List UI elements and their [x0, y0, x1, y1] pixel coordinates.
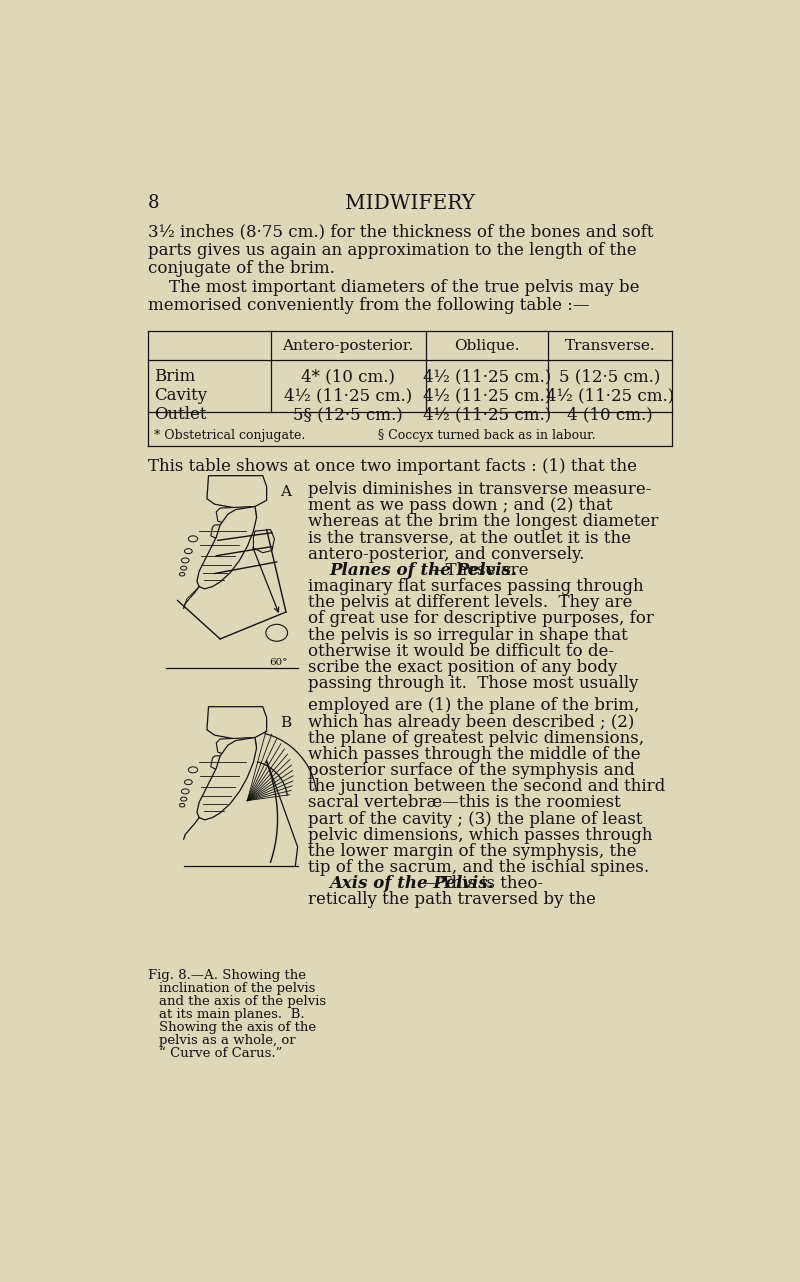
Ellipse shape [185, 779, 192, 785]
Polygon shape [211, 523, 246, 541]
Text: conjugate of the brim.: conjugate of the brim. [148, 260, 335, 277]
Text: posterior surface of the symphysis and: posterior surface of the symphysis and [308, 762, 634, 779]
Ellipse shape [179, 804, 185, 806]
Polygon shape [207, 476, 266, 508]
Polygon shape [254, 529, 274, 553]
Polygon shape [216, 737, 257, 756]
Text: Axis of the Pelvis.: Axis of the Pelvis. [330, 876, 494, 892]
Text: MIDWIFERY: MIDWIFERY [345, 194, 475, 213]
Text: parts gives us again an approximation to the length of the: parts gives us again an approximation to… [148, 241, 637, 259]
Text: pelvis diminishes in transverse measure-: pelvis diminishes in transverse measure- [308, 481, 651, 499]
Text: Transverse.: Transverse. [565, 338, 655, 353]
Text: Brim: Brim [154, 368, 195, 385]
Polygon shape [197, 737, 257, 820]
Text: 4½ (11·25 cm.): 4½ (11·25 cm.) [422, 368, 551, 385]
Text: This table shows at once two important facts : (1) that the: This table shows at once two important f… [148, 458, 637, 476]
Text: A: A [280, 485, 291, 499]
Text: is the transverse, at the outlet it is the: is the transverse, at the outlet it is t… [308, 529, 630, 546]
Text: the plane of greatest pelvic dimensions,: the plane of greatest pelvic dimensions, [308, 729, 644, 747]
Text: otherwise it would be difficult to de-: otherwise it would be difficult to de- [308, 642, 614, 660]
Text: the lower margin of the symphysis, the: the lower margin of the symphysis, the [308, 844, 636, 860]
Polygon shape [216, 506, 257, 526]
Text: whereas at the brim the longest diameter: whereas at the brim the longest diameter [308, 513, 658, 531]
Text: 5§ (12·5 cm.): 5§ (12·5 cm.) [293, 406, 403, 423]
Text: Cavity: Cavity [154, 387, 207, 404]
Text: * Obstetrical conjugate.: * Obstetrical conjugate. [154, 429, 306, 442]
Text: Showing the axis of the: Showing the axis of the [159, 1020, 316, 1033]
Text: 4½ (11·25 cm.): 4½ (11·25 cm.) [284, 387, 412, 404]
Text: ment as we pass down ; and (2) that: ment as we pass down ; and (2) that [308, 497, 612, 514]
Text: of great use for descriptive purposes, for: of great use for descriptive purposes, f… [308, 610, 654, 627]
Text: pelvic dimensions, which passes through: pelvic dimensions, which passes through [308, 827, 652, 844]
Text: Oblique.: Oblique. [454, 338, 519, 353]
Text: memorised conveniently from the following table :—: memorised conveniently from the followin… [148, 297, 590, 314]
Text: antero-posterior, and conversely.: antero-posterior, and conversely. [308, 546, 584, 563]
Text: 4½ (11·25 cm.): 4½ (11·25 cm.) [546, 387, 674, 404]
Text: 5 (12·5 cm.): 5 (12·5 cm.) [559, 368, 661, 385]
Text: the junction between the second and third: the junction between the second and thir… [308, 778, 665, 795]
Text: at its main planes.  B.: at its main planes. B. [159, 1008, 305, 1020]
Text: which passes through the middle of the: which passes through the middle of the [308, 746, 640, 763]
Text: 4* (10 cm.): 4* (10 cm.) [301, 368, 395, 385]
Ellipse shape [179, 573, 185, 576]
Polygon shape [207, 706, 266, 738]
Ellipse shape [181, 797, 186, 801]
Text: the pelvis is so irregular in shape that: the pelvis is so irregular in shape that [308, 627, 627, 644]
Text: imaginary flat surfaces passing through: imaginary flat surfaces passing through [308, 578, 643, 595]
Text: the pelvis at different levels.  They are: the pelvis at different levels. They are [308, 595, 632, 612]
Text: § Coccyx turned back as in labour.: § Coccyx turned back as in labour. [378, 429, 595, 442]
Text: part of the cavity ; (3) the plane of least: part of the cavity ; (3) the plane of le… [308, 810, 642, 828]
Text: sacral vertebræ—this is the roomiest: sacral vertebræ—this is the roomiest [308, 795, 621, 812]
Text: scribe the exact position of any body: scribe the exact position of any body [308, 659, 617, 676]
Text: 3½ inches (8·75 cm.) for the thickness of the bones and soft: 3½ inches (8·75 cm.) for the thickness o… [148, 223, 654, 240]
Text: B: B [280, 715, 291, 729]
Text: tip of the sacrum, and the ischial spines.: tip of the sacrum, and the ischial spine… [308, 859, 649, 876]
Text: and the axis of the pelvis: and the axis of the pelvis [159, 995, 326, 1008]
Ellipse shape [181, 567, 186, 570]
Text: 4 (10 cm.): 4 (10 cm.) [567, 406, 653, 423]
Text: Fig. 8.—A. Showing the: Fig. 8.—A. Showing the [148, 968, 306, 982]
Polygon shape [211, 754, 246, 772]
Text: The most important diameters of the true pelvis may be: The most important diameters of the true… [148, 278, 639, 296]
Text: retically the path traversed by the: retically the path traversed by the [308, 891, 595, 909]
Ellipse shape [185, 549, 192, 554]
Text: “ Curve of Carus.”: “ Curve of Carus.” [159, 1047, 282, 1060]
Text: Outlet: Outlet [154, 406, 206, 423]
Ellipse shape [266, 624, 287, 641]
Text: which has already been described ; (2): which has already been described ; (2) [308, 714, 634, 731]
Ellipse shape [188, 536, 198, 542]
Text: pelvis as a whole, or: pelvis as a whole, or [159, 1035, 295, 1047]
Text: 60°: 60° [269, 658, 287, 667]
Ellipse shape [188, 767, 198, 773]
Ellipse shape [182, 788, 189, 794]
Ellipse shape [182, 558, 189, 563]
Text: passing through it.  Those most usually: passing through it. Those most usually [308, 676, 638, 692]
Text: employed are (1) the plane of the brim,: employed are (1) the plane of the brim, [308, 697, 639, 714]
Text: 4½ (11·25 cm.): 4½ (11·25 cm.) [422, 406, 551, 423]
Text: Planes of the Pelvis.: Planes of the Pelvis. [330, 562, 517, 579]
Text: —These are: —These are [429, 562, 528, 579]
Text: inclination of the pelvis: inclination of the pelvis [159, 982, 315, 995]
Text: 4½ (11·25 cm.): 4½ (11·25 cm.) [422, 387, 551, 404]
Polygon shape [197, 506, 257, 588]
Text: 8: 8 [148, 194, 159, 212]
Text: Antero-posterior.: Antero-posterior. [282, 338, 414, 353]
Text: —This is theo-: —This is theo- [424, 876, 543, 892]
